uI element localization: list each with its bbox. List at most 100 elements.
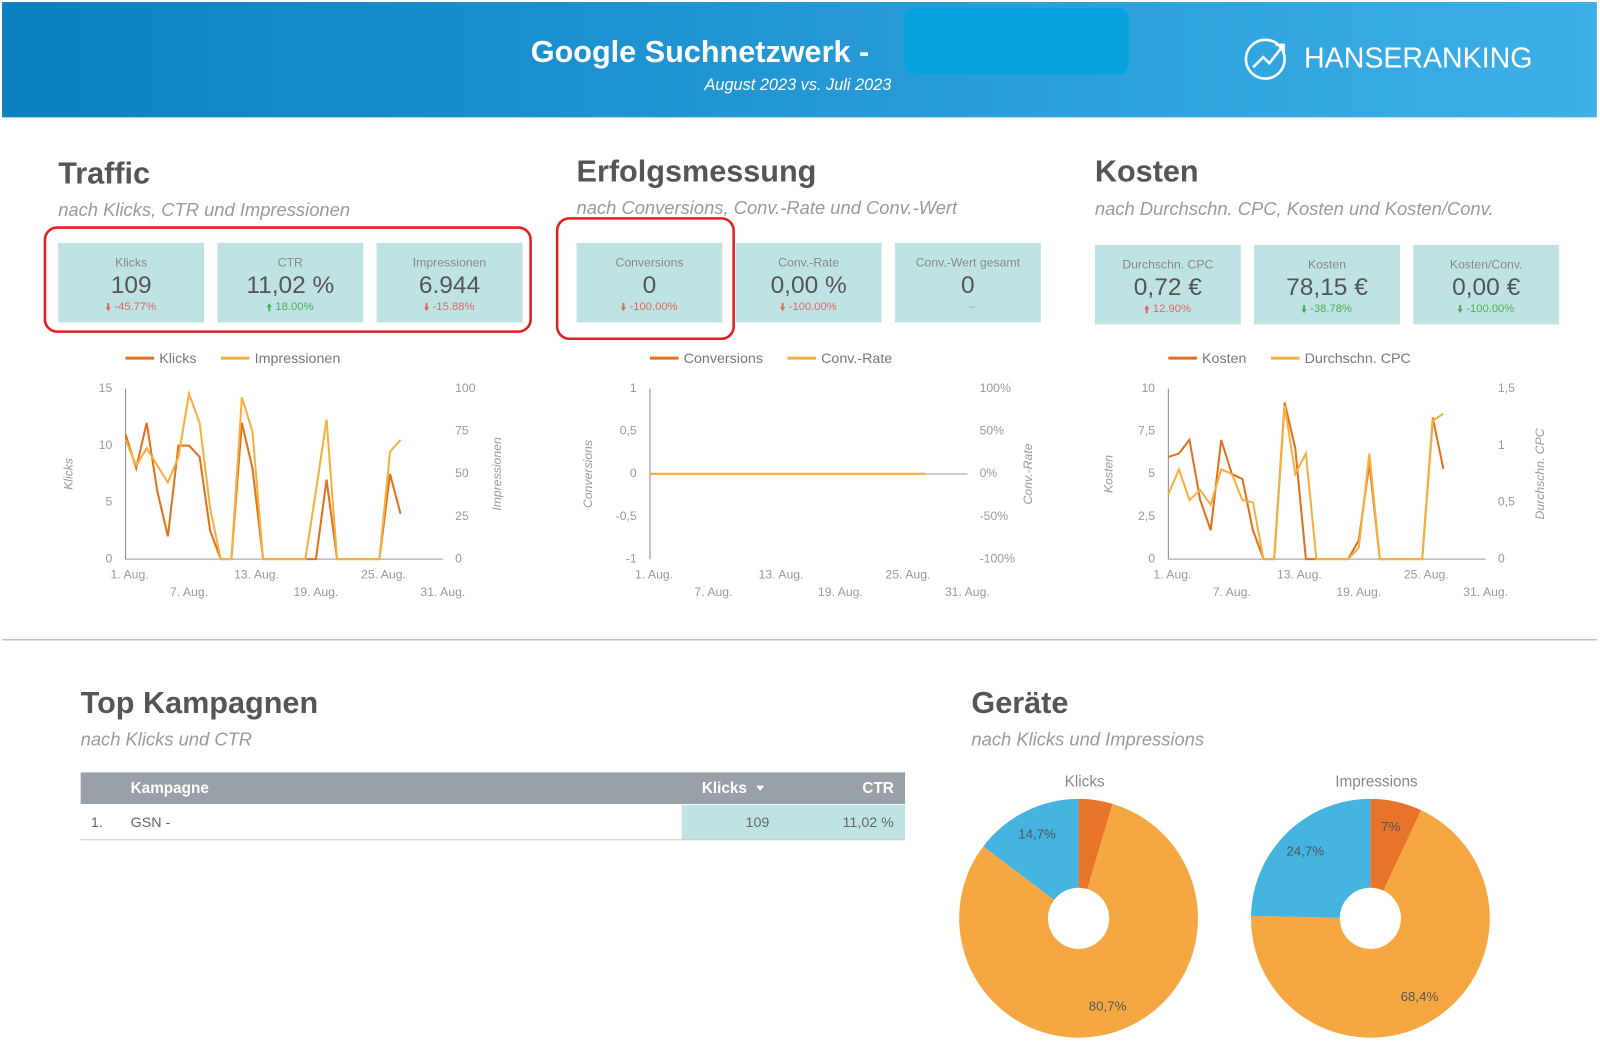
slice-label: 24,7%: [1286, 843, 1324, 858]
column-header[interactable]: CTR: [862, 780, 893, 797]
legend-label: Kosten: [1202, 351, 1246, 367]
kpi-card: [576, 242, 723, 323]
section-title: Traffic: [58, 157, 150, 191]
y-tick-label: 0: [630, 466, 637, 480]
cell: 11,02 %: [843, 815, 895, 831]
x-tick-label: 19. Aug.: [293, 585, 338, 599]
y2-tick-label: 0: [1498, 551, 1505, 565]
redaction: [904, 8, 1129, 75]
x-tick-label: 31. Aug.: [420, 585, 465, 599]
y-tick-label: 0: [105, 551, 112, 565]
kpi-change: –: [969, 301, 976, 313]
cell-highlight: [681, 805, 906, 840]
x-tick-label: 7. Aug.: [170, 585, 208, 599]
cell: 109: [746, 815, 770, 831]
kpi-label: Durchschn. CPC: [1122, 258, 1213, 272]
y-tick-label: 0,5: [620, 424, 637, 438]
section-subtitle: nach Conversions, Conv.-Rate und Conv.-W…: [577, 197, 959, 218]
header-title: Google Suchnetzwerk -: [531, 35, 869, 69]
slice-label: 68,4%: [1401, 989, 1439, 1004]
kpi-value: 0: [961, 272, 975, 299]
x-tick-label: 31. Aug.: [945, 585, 990, 599]
highlight: [555, 217, 735, 341]
kpi-card: [1094, 244, 1241, 325]
y2-tick-label: -100%: [980, 551, 1015, 565]
y2-tick-label: 1: [1498, 438, 1505, 452]
trend-arrow: [780, 303, 786, 312]
sort-icon: [756, 785, 765, 791]
pie-slice: [1251, 798, 1371, 918]
y-tick-label: 2,5: [1138, 509, 1155, 523]
kpi-label: Conversions: [615, 255, 683, 269]
series-line: [124, 422, 402, 561]
y2-tick-label: 1,5: [1498, 381, 1515, 395]
highlight: [43, 226, 532, 333]
pie-title: Klicks: [1065, 774, 1105, 791]
kpi-value: 11,02 %: [246, 272, 334, 299]
kpi-change: -38.78%: [1310, 303, 1352, 315]
x-tick-label: 25. Aug.: [1404, 568, 1449, 582]
table-header: [80, 772, 906, 805]
header-bar: [2, 2, 1597, 118]
x-tick-label: 7. Aug.: [694, 585, 732, 599]
column-header[interactable]: Klicks: [702, 780, 747, 797]
slice-label: 7%: [1381, 819, 1400, 834]
y2-tick-label: 50: [455, 466, 469, 480]
series-line: [1168, 402, 1445, 561]
slice-label: 80,7%: [1089, 998, 1127, 1013]
kpi-label: CTR: [278, 255, 303, 269]
kpi-change: -15.88%: [433, 301, 475, 313]
y2-tick-label: 50%: [980, 424, 1005, 438]
pie-title: Impressions: [1335, 774, 1418, 791]
x-tick-label: 1. Aug.: [111, 568, 149, 582]
x-tick-label: 19. Aug.: [1336, 585, 1381, 599]
kpi-label: Klicks: [115, 255, 147, 269]
kpi-card: [376, 242, 523, 323]
kpi-card: [58, 242, 205, 323]
pie-slice: [1078, 798, 1113, 889]
x-tick-label: 25. Aug.: [361, 568, 406, 582]
legend-label: Impressionen: [255, 351, 341, 367]
kpi-value: 78,15 €: [1286, 274, 1368, 301]
trend-arrow: [266, 303, 272, 312]
trend-arrow: [105, 303, 111, 312]
kpi-label: Conv.-Rate: [778, 255, 839, 269]
y-tick-label: 5: [105, 495, 112, 509]
y-tick-label: 10: [1141, 381, 1155, 395]
legend-label: Durchschn. CPC: [1305, 351, 1411, 367]
pie-slice: [959, 803, 1198, 1038]
y-axis-title: Kosten: [1101, 455, 1115, 493]
y-axis-title: Klicks: [62, 458, 76, 490]
kpi-change: 18.00%: [275, 301, 313, 313]
y-tick-label: 5: [1148, 466, 1155, 480]
kpi-value: 109: [111, 272, 152, 299]
series-line: [124, 389, 402, 561]
kpi-change: -100.00%: [630, 301, 678, 313]
x-tick-label: 25. Aug.: [885, 568, 930, 582]
kpi-change: -100.00%: [789, 301, 837, 313]
kpi-change: -45.77%: [114, 301, 156, 313]
pie-slice: [983, 798, 1079, 900]
kpi-label: Kosten/Conv.: [1450, 258, 1523, 272]
section-subtitle: nach Klicks und CTR: [81, 729, 252, 750]
section-subtitle: nach Durchschn. CPC, Kosten und Kosten/C…: [1095, 198, 1494, 219]
y2-tick-label: 0,5: [1498, 495, 1515, 509]
legend-label: Klicks: [159, 351, 196, 367]
y2-tick-label: 100: [455, 381, 476, 395]
x-tick-label: 7. Aug.: [1213, 585, 1251, 599]
legend-label: Conversions: [684, 351, 763, 367]
legend-label: Conv.-Rate: [821, 351, 892, 367]
x-tick-label: 19. Aug.: [818, 585, 863, 599]
column-header[interactable]: Kampagne: [131, 780, 209, 797]
y-tick-label: 7,5: [1138, 424, 1155, 438]
y2-axis-title: Conv.-Rate: [1021, 443, 1035, 504]
kpi-label: Conv.-Wert gesamt: [916, 255, 1021, 269]
pie-slice: [1250, 810, 1490, 1038]
kpi-value: 0: [643, 272, 657, 299]
kpi-value: 0,00 %: [771, 272, 847, 299]
y2-tick-label: 25: [455, 509, 469, 523]
y2-axis-title: Impressionen: [490, 437, 504, 511]
trend-arrow: [1457, 305, 1463, 314]
logo-icon: [1244, 38, 1286, 80]
kpi-card: [735, 242, 882, 323]
